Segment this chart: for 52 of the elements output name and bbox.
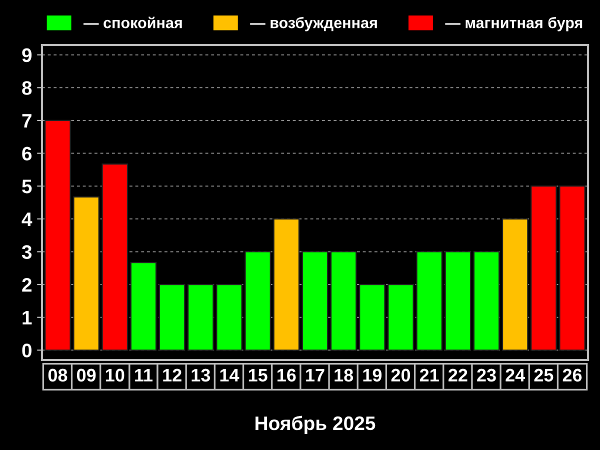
x-tick-label: 12 (163, 368, 182, 382)
y-tick-label: 5 (22, 180, 32, 194)
y-tick-label: 6 (22, 146, 32, 161)
x-tick-label: 24 (506, 368, 526, 382)
x-tick-label: 22 (448, 368, 468, 382)
bar (444, 251, 472, 351)
x-tick-label: 14 (220, 368, 240, 382)
x-tick-label: 13 (192, 368, 210, 382)
x-tick-label: 21 (420, 368, 439, 382)
bar (502, 218, 528, 351)
y-tick-label: 7 (22, 114, 32, 128)
bar (216, 284, 242, 351)
bar (130, 262, 157, 351)
x-tick-label: 11 (135, 368, 153, 382)
y-tick-label: 1 (22, 311, 32, 324)
x-tick-label: 19 (363, 368, 382, 382)
y-tick-label: 3 (22, 245, 32, 259)
y-tick-label: 0 (22, 344, 32, 358)
bar (273, 218, 300, 351)
x-tick-label: 25 (534, 368, 554, 382)
legend-label: — спокойная (84, 16, 182, 28)
x-tick-label: 17 (306, 368, 324, 382)
bar (73, 196, 100, 351)
legend-label: — возбужденная (250, 16, 377, 32)
x-tick-label: 18 (334, 368, 354, 382)
bar (244, 251, 271, 351)
bar (416, 251, 442, 351)
legend-label: — магнитная буря (445, 16, 582, 32)
x-tick-label: 26 (562, 368, 582, 382)
bar (473, 251, 500, 351)
x-tick-label: 16 (278, 368, 296, 382)
y-tick-label: 8 (22, 81, 32, 95)
x-tick-label: 23 (477, 368, 496, 382)
bar (530, 186, 557, 351)
bar (330, 251, 357, 351)
x-axis-title: Ноябрь 2025 (256, 416, 376, 434)
x-tick-label: 20 (391, 368, 410, 382)
bar (158, 284, 186, 351)
x-tick-label: 15 (248, 368, 268, 382)
bar (102, 164, 128, 351)
y-tick-label: 9 (22, 48, 32, 62)
y-tick-label: 4 (22, 212, 32, 226)
bar (302, 251, 328, 351)
bar (559, 186, 586, 351)
x-tick-label: 10 (106, 368, 124, 382)
x-tick-label: 09 (76, 368, 96, 382)
y-tick-label: 2 (22, 278, 32, 292)
x-tick-label: 08 (48, 368, 68, 382)
bar (188, 284, 214, 351)
bar (359, 284, 386, 351)
bar (388, 284, 414, 351)
bar (44, 120, 71, 351)
